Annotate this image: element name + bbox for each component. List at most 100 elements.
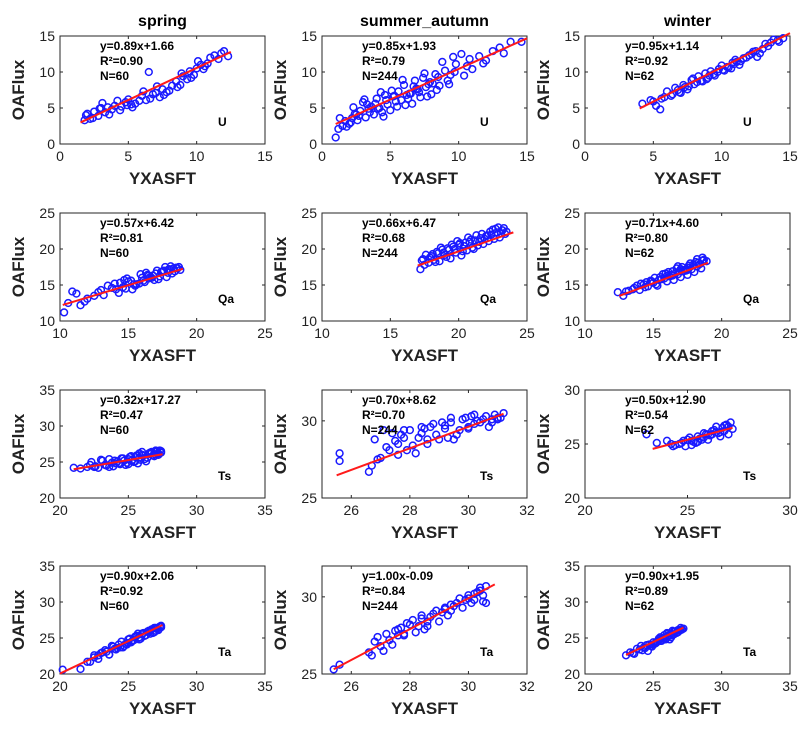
data-point — [472, 231, 481, 240]
data-point — [464, 233, 473, 242]
sample-count: N=62 — [625, 69, 654, 83]
y-tick-label: 30 — [301, 413, 317, 429]
data-point — [673, 262, 683, 271]
sample-count: N=62 — [625, 246, 654, 260]
x-tick-label: 28 — [402, 502, 418, 518]
data-point — [658, 270, 668, 279]
data-point — [420, 625, 429, 634]
fit-line — [652, 426, 733, 450]
x-tick-label: 26 — [343, 502, 359, 518]
data-point — [410, 76, 420, 85]
y-tick-label: 35 — [564, 558, 580, 574]
x-axis-label: YXASFT — [654, 346, 722, 365]
data-point — [727, 64, 736, 73]
x-axis-label: YXASFT — [654, 169, 722, 188]
data-point — [649, 638, 658, 647]
data-point — [59, 308, 69, 317]
regression-equation: y=0.89x+1.66 — [100, 39, 174, 53]
x-axis-label: YXASFT — [391, 699, 459, 718]
data-point — [465, 54, 474, 64]
x-tick-label: 15 — [519, 148, 535, 164]
fit-line — [639, 32, 791, 110]
data-point — [155, 93, 164, 102]
x-tick-label: 26 — [343, 678, 359, 694]
x-tick-label: 35 — [782, 678, 798, 694]
y-tick-label: 25 — [39, 454, 55, 470]
panel-8: 26 28 30 322530YXASFTOAFluxy=0.70x+8.62R²=0… — [271, 389, 535, 542]
data-point — [724, 430, 733, 439]
x-tick-label: 32 — [519, 502, 535, 518]
x-tick-label: 5 — [649, 148, 657, 164]
data-point — [362, 100, 372, 109]
y-axis-label: OAFlux — [9, 589, 28, 650]
data-point — [342, 122, 351, 131]
variable-label: U — [218, 115, 227, 129]
fit-line — [80, 51, 232, 124]
x-tick-label: 5 — [124, 148, 132, 164]
x-axis-label: YXASFT — [391, 169, 459, 188]
axes-box — [584, 35, 791, 145]
data-point — [193, 57, 203, 66]
y-axis-label: OAFlux — [534, 413, 553, 474]
data-point — [447, 240, 456, 249]
data-point — [458, 603, 467, 612]
data-point — [372, 94, 381, 103]
data-point — [385, 446, 394, 455]
y-tick-label: 10 — [564, 64, 580, 80]
fit-line — [59, 624, 163, 675]
y-tick-label: 15 — [564, 28, 580, 44]
data-point — [675, 625, 684, 635]
axes-box — [59, 35, 266, 145]
x-tick-label: 30 — [714, 678, 730, 694]
y-tick-label: 20 — [39, 666, 55, 682]
x-axis-label: YXASFT — [654, 523, 722, 542]
axes-box — [584, 565, 791, 675]
regression-equation: y=0.90x+1.95 — [625, 569, 699, 583]
regression-equation: y=0.57x+6.42 — [100, 216, 174, 230]
y-tick-label: 15 — [39, 277, 55, 293]
y-tick-label: 30 — [301, 589, 317, 605]
y-tick-label: 10 — [39, 64, 55, 80]
data-point — [68, 287, 77, 296]
y-tick-label: 30 — [39, 594, 55, 610]
r-squared: R²=0.81 — [100, 231, 143, 245]
axes-box — [584, 212, 791, 322]
data-point — [393, 439, 403, 449]
data-point — [388, 429, 397, 438]
x-tick-label: 28 — [402, 678, 418, 694]
data-point — [399, 425, 409, 435]
data-point — [85, 460, 95, 470]
data-point — [349, 103, 358, 112]
y-tick-label: 20 — [39, 490, 55, 506]
y-tick-label: 15 — [301, 277, 317, 293]
x-tick-label: 20 — [52, 502, 68, 518]
data-point — [499, 49, 508, 58]
data-point — [331, 133, 340, 142]
data-point — [699, 429, 709, 438]
data-point — [329, 665, 338, 674]
x-tick-label: 30 — [461, 678, 477, 694]
y-tick-label: 25 — [301, 490, 317, 506]
y-axis-label: OAFlux — [534, 59, 553, 120]
panel-title: spring — [138, 13, 187, 30]
panel-title: summer_autumn — [360, 13, 489, 30]
data-point — [90, 653, 99, 662]
x-tick-label: 35 — [257, 502, 273, 518]
data-point — [81, 111, 91, 120]
sample-count: N=244 — [362, 599, 398, 613]
data-point — [712, 422, 721, 431]
y-tick-label: 20 — [564, 241, 580, 257]
y-tick-label: 20 — [564, 666, 580, 682]
regression-equation: y=0.95x+1.14 — [625, 39, 699, 53]
axes-box — [321, 212, 528, 322]
data-point — [488, 225, 497, 234]
x-axis-label: YXASFT — [129, 523, 197, 542]
panel-11: 26 28 30 322530YXASFTOAFluxy=1.00x-0.09R²=0… — [271, 565, 535, 718]
sample-count: N=60 — [100, 246, 129, 260]
y-tick-label: 25 — [301, 205, 317, 221]
data-point — [467, 412, 476, 421]
data-point — [455, 425, 464, 435]
data-point — [649, 97, 658, 106]
regression-equation: y=0.71x+4.60 — [625, 216, 699, 230]
